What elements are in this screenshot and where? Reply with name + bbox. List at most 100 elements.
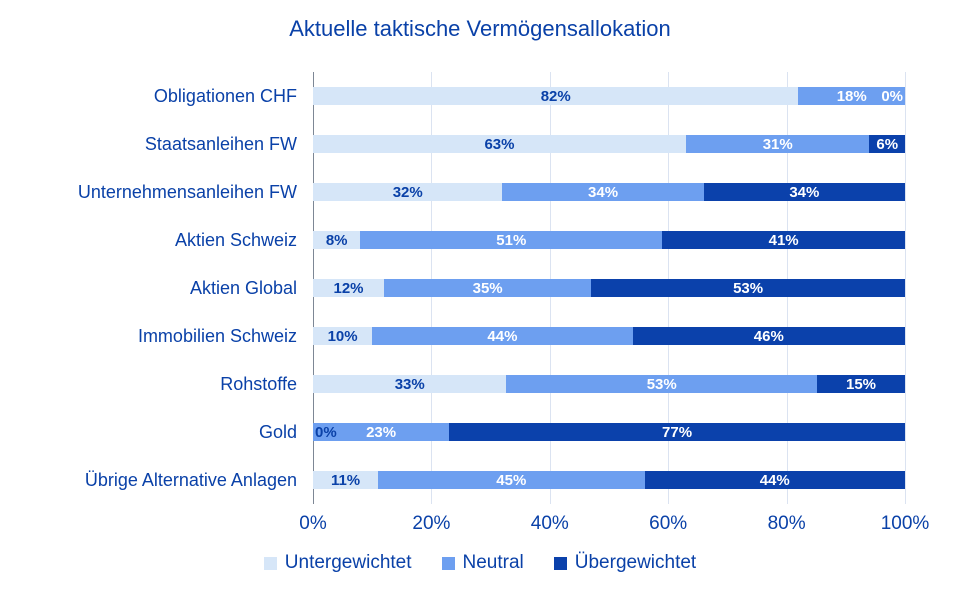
value-label: 0% [315, 423, 337, 441]
bar-rows: Obligationen CHF 82% 18% 0% Staatsanleihen F… [0, 72, 960, 504]
tactical-asset-allocation-chart: Aktuelle taktische Vermögensallokation O… [0, 16, 960, 610]
bar-segment-neutral: 23% [313, 423, 450, 441]
bar-track: 82% 18% 0% [313, 87, 905, 105]
chart-row-gold: Gold 0% 23% 77% [0, 408, 960, 456]
bar-segment-untergewichtet: 10% [313, 327, 373, 345]
bar-segment-untergewichtet: 32% [313, 183, 503, 201]
value-label: 31% [762, 135, 793, 153]
value-label: 46% [753, 327, 784, 345]
bar-segment--bergewichtet: 46% [632, 327, 905, 345]
value-label: 33% [394, 375, 425, 393]
chart-row-immobilien-schweiz: Immobilien Schweiz 10% 44% 46% [0, 312, 960, 360]
chart-title: Aktuelle taktische Vermögensallokation [289, 16, 671, 41]
bar-segment-untergewichtet: 11% [313, 471, 379, 489]
bar-segment-untergewichtet: 33% [313, 375, 507, 393]
x-axis-tick: 100% [880, 513, 930, 534]
x-axis-tick: 60% [649, 513, 688, 534]
bar-segment-neutral: 51% [360, 231, 663, 249]
category-label: Aktien Schweiz [174, 229, 297, 250]
bar-segment-neutral: 45% [378, 471, 645, 489]
category-label: Immobilien Schweiz [137, 325, 297, 346]
bar-track: 63% 31% 6% [313, 135, 905, 153]
chart-row-staatsanleihen-fw: Staatsanleihen FW 63% 31% 6% [0, 120, 960, 168]
value-label: 35% [472, 279, 503, 297]
value-label-zero: 0% [313, 423, 337, 441]
legend-item-untergewichtet: Untergewichtet [263, 552, 412, 574]
chart-row-unternehmensanleihen-fw: Unternehmensanleihen FW 32% 34% 34% [0, 168, 960, 216]
value-label: 10% [327, 327, 358, 345]
bar-track: 33% 53% 15% [313, 375, 905, 393]
bar-segment-neutral: 18% [798, 87, 905, 105]
legend-item-neutral: Neutral [441, 552, 524, 574]
bar-segment--bergewichtet: 34% [703, 183, 905, 201]
value-label-zero: 0% [881, 87, 905, 105]
legend-swatch-untergewichtet [263, 556, 277, 570]
value-label: 82% [540, 87, 571, 105]
chart-row-rohstoffe: Rohstoffe 33% 53% 15% [0, 360, 960, 408]
plot-area: Obligationen CHF 82% 18% 0% Staatsanleihen F… [0, 72, 960, 504]
value-label: 18% [836, 87, 867, 105]
bar-segment--bergewichtet: 41% [662, 231, 905, 249]
legend: Untergewichtet Neutral Übergewichtet [0, 552, 960, 574]
bar-segment-untergewichtet: 12% [313, 279, 385, 297]
bar-track: 10% 44% 46% [313, 327, 905, 345]
value-label: 23% [366, 423, 397, 441]
value-label: 34% [588, 183, 619, 201]
legend-label: Untergewichtet [284, 552, 412, 573]
category-label: Unternehmensanleihen FW [77, 181, 297, 202]
bar-segment-neutral: 35% [384, 279, 592, 297]
chart-row-aktien-schweiz: Aktien Schweiz 8% 51% 41% [0, 216, 960, 264]
value-label: 44% [759, 471, 790, 489]
legend-label: Übergewichtet [574, 552, 697, 573]
bar-track: 0% 23% 77% [313, 423, 905, 441]
value-label: 41% [768, 231, 799, 249]
chart-row--brige-alternative-anlagen: Übrige Alternative Anlagen 11% 45% 44% [0, 456, 960, 504]
value-label: 53% [733, 279, 764, 297]
x-axis: 0% 20% 40% 60% 80% 100% [299, 504, 929, 546]
value-label: 0% [881, 87, 903, 105]
category-label: Rohstoffe [220, 373, 297, 394]
bar-segment-neutral: 31% [685, 135, 870, 153]
bar-segment--bergewichtet: 53% [591, 279, 905, 297]
bar-segment-untergewichtet: 8% [313, 231, 361, 249]
category-label: Obligationen CHF [153, 85, 297, 106]
value-label: 53% [646, 375, 677, 393]
bar-segment-untergewichtet: 63% [313, 135, 686, 153]
bar-track: 12% 35% 53% [313, 279, 905, 297]
value-label: 11% [330, 471, 361, 489]
value-label: 12% [333, 279, 364, 297]
chart-row-aktien-global: Aktien Global 12% 35% 53% [0, 264, 960, 312]
legend-swatch-neutral [441, 556, 455, 570]
x-axis-tick: 20% [412, 513, 451, 534]
bar-segment--bergewichtet: 15% [817, 375, 905, 393]
category-label: Übrige Alternative Anlagen [84, 469, 297, 490]
bar-segment-neutral: 34% [502, 183, 704, 201]
value-label: 77% [662, 423, 693, 441]
value-label: 44% [487, 327, 518, 345]
x-axis-tick: 40% [530, 513, 569, 534]
chart-row-obligationen-chf: Obligationen CHF 82% 18% 0% [0, 72, 960, 120]
value-label: 63% [484, 135, 515, 153]
x-axis-tick: 0% [299, 513, 327, 534]
gridline [905, 72, 906, 504]
legend-item--bergewichtet: Übergewichtet [553, 552, 697, 574]
value-label: 45% [496, 471, 527, 489]
category-label: Gold [258, 421, 297, 442]
value-label: 32% [392, 183, 423, 201]
value-label: 8% [325, 231, 348, 249]
legend-swatch--bergewichtet [553, 556, 567, 570]
category-label: Aktien Global [189, 277, 297, 298]
bar-segment--bergewichtet: 6% [869, 135, 905, 153]
bar-track: 8% 51% 41% [313, 231, 905, 249]
bar-segment-untergewichtet: 82% [313, 87, 799, 105]
value-label: 51% [496, 231, 527, 249]
category-label: Staatsanleihen FW [144, 133, 297, 154]
value-label: 15% [846, 375, 877, 393]
bar-segment-neutral: 53% [506, 375, 818, 393]
value-label: 34% [789, 183, 820, 201]
bar-segment-neutral: 44% [372, 327, 633, 345]
bar-segment--bergewichtet: 44% [644, 471, 905, 489]
bar-track: 11% 45% 44% [313, 471, 905, 489]
legend-label: Neutral [462, 552, 524, 573]
value-label: 6% [876, 135, 899, 153]
